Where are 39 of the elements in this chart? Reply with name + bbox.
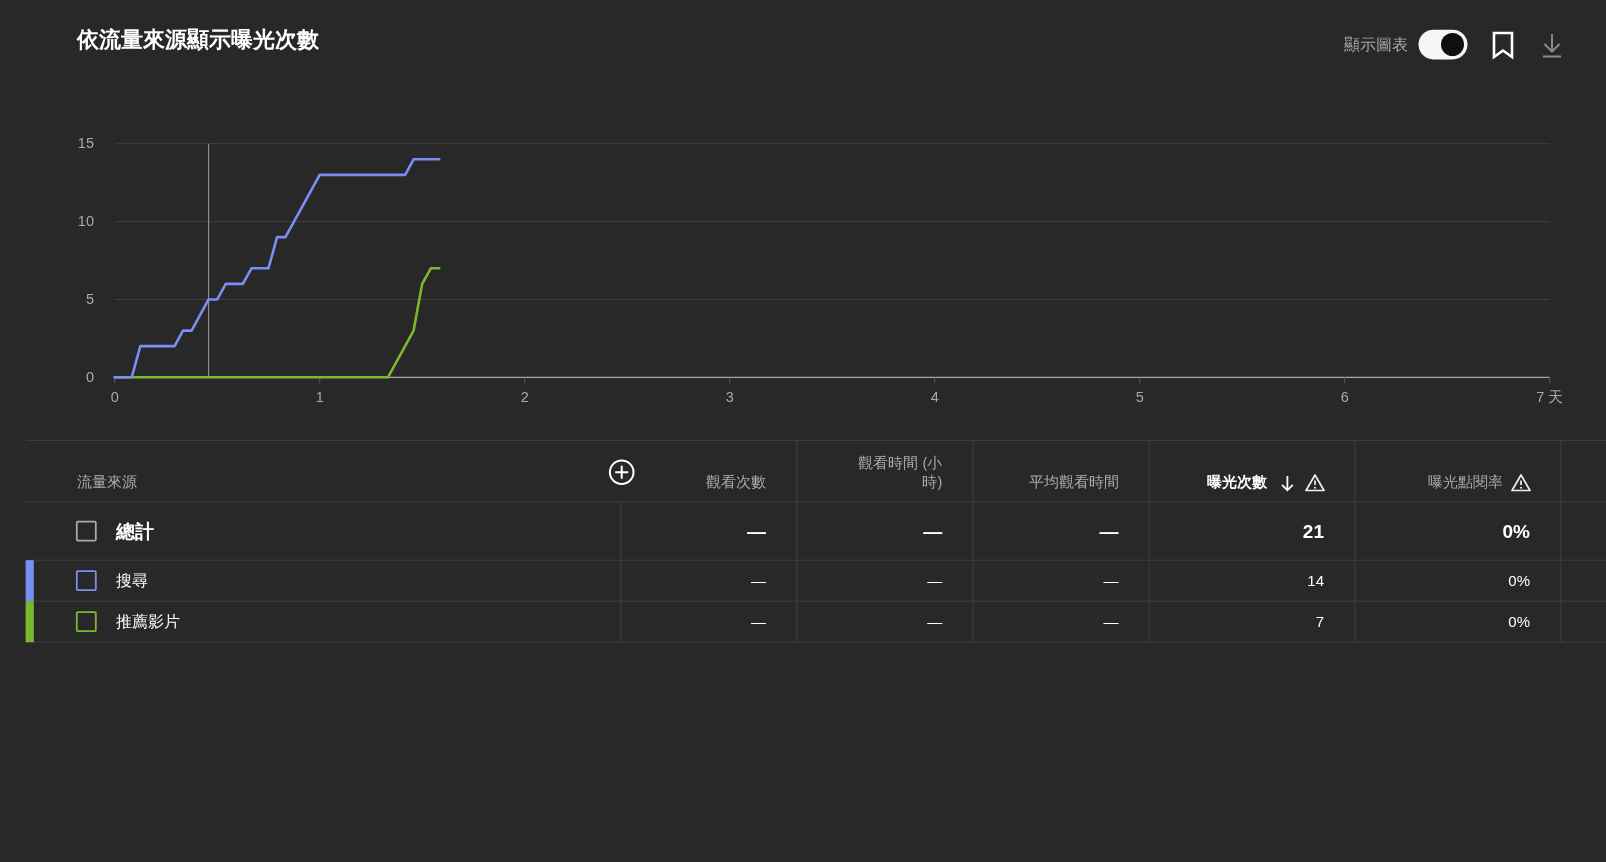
data-label: 0% bbox=[1508, 570, 1530, 591]
y-tick-label: 15 bbox=[77, 134, 94, 154]
text: 觀看時間 (小時) bbox=[857, 454, 943, 492]
category-label: 搜尋 bbox=[115, 570, 148, 591]
chart-title: 依流量來源顯示曝光次數 bbox=[77, 25, 319, 54]
category-label: 總計 bbox=[115, 519, 154, 544]
category-label: 推薦影片 bbox=[115, 611, 180, 632]
data-label: — bbox=[927, 611, 943, 632]
legend-label: 曝光次數 bbox=[1207, 473, 1267, 492]
x-tick-label: 4 bbox=[930, 387, 939, 407]
data-label: — bbox=[751, 570, 766, 591]
data-label: — bbox=[923, 519, 943, 544]
text: 觀看次數 bbox=[706, 473, 766, 492]
x-tick-label: 6 bbox=[1340, 387, 1349, 407]
data-label: 14 bbox=[1307, 570, 1324, 591]
data-label: — bbox=[1099, 519, 1119, 544]
data-label: 0% bbox=[1502, 519, 1530, 544]
text: 平均觀看時間 bbox=[1028, 473, 1119, 492]
data-label: 21 bbox=[1302, 519, 1324, 544]
data-label: — bbox=[751, 611, 766, 632]
data-label: — bbox=[1103, 570, 1119, 591]
y-tick-label: 0 bbox=[85, 367, 94, 387]
data-label: 7 bbox=[1315, 611, 1324, 632]
y-tick-label: 10 bbox=[77, 212, 94, 232]
data-label: — bbox=[1103, 611, 1119, 632]
text: 流量來源 bbox=[76, 473, 137, 492]
text: 顯示圖表 bbox=[1344, 34, 1408, 55]
data-label: — bbox=[927, 570, 943, 591]
legend-label: 曝光點閱率 bbox=[1427, 473, 1503, 492]
x-tick-label: 2 bbox=[520, 387, 529, 407]
x-tick-label: 5 bbox=[1135, 387, 1144, 407]
data-label: — bbox=[747, 519, 766, 544]
data-label: 0% bbox=[1508, 611, 1530, 632]
x-tick-label: 7 天 bbox=[1536, 387, 1564, 407]
x-tick-label: 3 bbox=[725, 387, 734, 407]
x-tick-label: 0 bbox=[110, 387, 119, 407]
y-tick-label: 5 bbox=[85, 289, 94, 309]
line-series bbox=[113, 157, 441, 379]
x-tick-label: 1 bbox=[315, 387, 324, 407]
